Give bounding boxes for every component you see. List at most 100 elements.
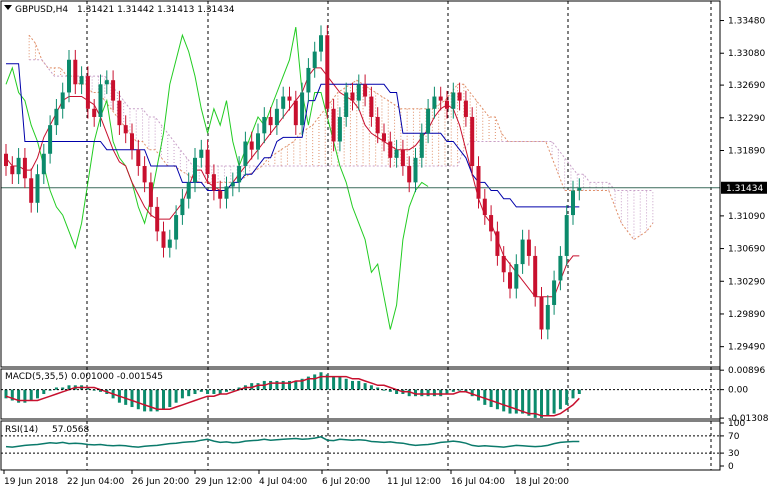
macd-histogram-bar [155, 389, 159, 412]
macd-histogram-bar [495, 389, 499, 410]
pane-frame [0, 0, 721, 368]
current-price-marker [721, 181, 767, 194]
macd-histogram-bar [426, 389, 430, 397]
macd-histogram-bar [231, 389, 235, 391]
candle-body [533, 255, 538, 297]
macd-histogram-bar [10, 389, 14, 401]
time-tick-label: 26 Jun 20:00 [132, 477, 189, 487]
macd-tick-label: 0.00896 [728, 366, 765, 376]
macd-histogram-bar [521, 389, 525, 414]
candle-body [508, 272, 512, 289]
candle-body [495, 231, 500, 256]
candle-body [350, 92, 355, 101]
candle-body [41, 153, 46, 175]
candle-body [274, 108, 279, 126]
candle-body [300, 92, 305, 126]
current-price-label: 1.31434 [726, 184, 763, 194]
rsi-tick-label: 100 [728, 419, 745, 429]
candle-body [558, 255, 563, 281]
macd-histogram-bar [351, 380, 354, 390]
candle-body [142, 166, 147, 183]
candle-body [407, 166, 412, 183]
rsi-tick-label: 0 [728, 462, 734, 472]
candle-body [363, 84, 368, 97]
macd-histogram-bar [86, 387, 90, 390]
candle-body [111, 80, 116, 101]
macd-histogram-bar [300, 378, 304, 390]
macd-histogram-bar [225, 389, 228, 392]
time-tick-label: 16 Jul 04:00 [451, 477, 505, 487]
macd-histogram-bar [4, 389, 8, 399]
macd-histogram-bar [212, 389, 216, 394]
price-tick-label: 1.29890 [728, 310, 765, 320]
macd-histogram-bar [565, 389, 569, 405]
macd-histogram-bar [464, 389, 468, 392]
macd-histogram-bar [577, 389, 581, 394]
macd-histogram-bar [414, 389, 417, 397]
candle-body [356, 84, 361, 101]
candle-body [545, 304, 550, 330]
macd-histogram-bar [199, 389, 203, 392]
price-tick-label: 1.30690 [728, 245, 765, 255]
macd-histogram-bar [130, 389, 134, 408]
rsi-tick-label: 70 [728, 432, 740, 442]
candle-body [35, 174, 40, 203]
macd-histogram-bar [382, 389, 386, 391]
macd-histogram-bar [514, 389, 518, 414]
macd-histogram-bar [149, 389, 153, 412]
macd-histogram-bar [306, 376, 310, 390]
macd-histogram-bar [174, 389, 178, 403]
candle-body [388, 141, 393, 158]
candle-body [438, 96, 443, 101]
candle-body [186, 182, 191, 199]
macd-histogram-bar [420, 389, 424, 397]
time-tick-label: 11 Jul 12:00 [387, 477, 441, 487]
macd-histogram-bar [558, 389, 562, 410]
chart-quote: 1.31421 1.31442 1.31413 1.31434 [77, 5, 235, 15]
candle-body [571, 190, 575, 216]
time-tick-label: 22 Jun 04:00 [67, 477, 124, 487]
candle-body [476, 166, 481, 199]
time-tick-label: 4 Jul 04:00 [259, 477, 308, 487]
candle-body [161, 231, 166, 248]
candle-body [199, 149, 204, 158]
macd-histogram-bar [325, 374, 329, 390]
macd-tick-label: 0.00 [728, 386, 748, 396]
dropdown-triangle-icon[interactable] [4, 5, 12, 10]
price-tick-label: 1.31890 [728, 146, 765, 156]
candle-body [419, 133, 424, 158]
candle-body [564, 215, 569, 256]
macd-histogram-bar [143, 389, 147, 412]
macd-histogram-bar [23, 389, 27, 403]
macd-histogram-bar [533, 389, 537, 418]
candle-body [211, 174, 216, 191]
macd-histogram-bar [483, 389, 487, 405]
macd-histogram-bar [61, 387, 65, 390]
candle-body [48, 125, 53, 154]
candle-body [224, 186, 229, 199]
candle-body [400, 149, 405, 167]
candle-body [451, 92, 456, 109]
candle-body [79, 76, 84, 85]
time-tick-label: 18 Jul 20:00 [515, 477, 569, 487]
price-tick-label: 1.33080 [728, 49, 765, 59]
candle-body [432, 96, 437, 109]
macd-histogram-bar [42, 389, 46, 394]
candle-body [174, 215, 179, 240]
candle-body [262, 116, 267, 134]
macd-histogram-bar [67, 385, 71, 390]
candle-body [293, 100, 298, 126]
candle-body [4, 153, 8, 167]
candle-body [577, 188, 582, 191]
macd-histogram-bar [237, 387, 241, 390]
candle-body [552, 280, 557, 305]
candle-body [268, 116, 273, 126]
macd-histogram-bar [407, 389, 411, 397]
candle-body [73, 59, 78, 85]
macd-histogram-bar [288, 380, 291, 390]
candle-body [98, 84, 103, 117]
macd-histogram-bar [395, 389, 399, 394]
macd-tick-label: -0.01308 [728, 414, 769, 424]
candle-body [337, 116, 342, 142]
